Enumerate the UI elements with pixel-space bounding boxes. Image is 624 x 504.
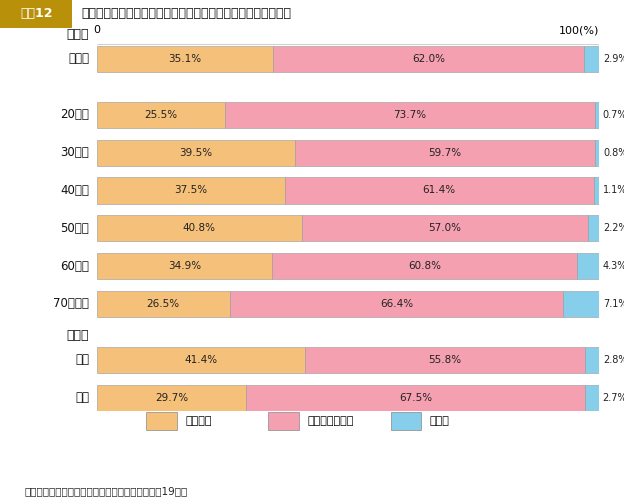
Text: 55.8%: 55.8% <box>428 355 461 365</box>
Bar <box>295 140 595 166</box>
Bar <box>585 347 599 373</box>
Text: 0.8%: 0.8% <box>603 148 624 158</box>
Bar <box>585 385 598 411</box>
Text: 39.5%: 39.5% <box>179 148 213 158</box>
Bar <box>301 215 588 241</box>
Text: 7.1%: 7.1% <box>603 299 624 309</box>
Text: 35.1%: 35.1% <box>168 54 202 64</box>
Bar <box>97 46 273 72</box>
Text: 参加した: 参加した <box>185 416 212 426</box>
Text: 1.1%: 1.1% <box>603 185 624 196</box>
Bar <box>391 412 421 429</box>
Text: 過去１年間における地域・職場での防災活動の参加経験の有無: 過去１年間における地域・職場での防災活動の参加経験の有無 <box>81 8 291 20</box>
Bar <box>0 0 72 28</box>
Bar <box>97 140 295 166</box>
Bar <box>146 412 177 429</box>
Text: 図表12: 図表12 <box>20 8 52 20</box>
Text: 60歳代: 60歳代 <box>61 260 89 273</box>
Bar <box>97 215 301 241</box>
Text: 59.7%: 59.7% <box>429 148 462 158</box>
Text: 0.7%: 0.7% <box>603 110 624 120</box>
Text: 60.8%: 60.8% <box>408 261 441 271</box>
Text: 62.0%: 62.0% <box>412 54 446 64</box>
Bar <box>593 177 599 204</box>
Text: 女性: 女性 <box>75 391 89 404</box>
Bar <box>97 102 225 128</box>
Bar <box>225 102 595 128</box>
Text: 100(%): 100(%) <box>558 25 599 35</box>
Bar <box>273 46 585 72</box>
Text: 25.5%: 25.5% <box>144 110 177 120</box>
Text: 2.8%: 2.8% <box>603 355 624 365</box>
Bar <box>285 177 593 204</box>
Text: 70歳以上: 70歳以上 <box>53 297 89 310</box>
Text: 41.4%: 41.4% <box>184 355 217 365</box>
Text: 20歳代: 20歳代 <box>61 108 89 121</box>
Bar <box>97 291 230 317</box>
Text: 57.0%: 57.0% <box>428 223 461 233</box>
Text: 4.3%: 4.3% <box>603 261 624 271</box>
Bar <box>97 253 272 279</box>
Bar <box>595 140 599 166</box>
Bar <box>97 385 246 411</box>
Text: 29.7%: 29.7% <box>155 393 188 403</box>
Text: 37.5%: 37.5% <box>174 185 207 196</box>
Text: 61.4%: 61.4% <box>422 185 456 196</box>
Bar <box>577 253 599 279</box>
Text: 73.7%: 73.7% <box>393 110 426 120</box>
Text: 0: 0 <box>93 25 100 35</box>
Text: 2.9%: 2.9% <box>603 54 624 64</box>
Text: 年齢別: 年齢別 <box>67 28 89 41</box>
Bar <box>563 291 599 317</box>
Text: 34.9%: 34.9% <box>168 261 201 271</box>
Text: 参加していない: 参加していない <box>308 416 354 426</box>
Text: 50歳代: 50歳代 <box>61 222 89 235</box>
Text: 資料：防災に関する県民意識調査（三重県，平成19年）: 資料：防災に関する県民意識調査（三重県，平成19年） <box>24 486 188 496</box>
Text: 男性: 男性 <box>75 353 89 366</box>
Text: 無回答: 無回答 <box>430 416 450 426</box>
Bar <box>305 347 585 373</box>
Text: 40歳代: 40歳代 <box>61 184 89 197</box>
Text: 40.8%: 40.8% <box>183 223 216 233</box>
Text: 26.5%: 26.5% <box>147 299 180 309</box>
Bar <box>230 291 563 317</box>
Bar <box>588 215 599 241</box>
Text: 男女別: 男女別 <box>67 329 89 342</box>
Text: 2.2%: 2.2% <box>603 223 624 233</box>
Bar <box>246 385 585 411</box>
Text: 66.4%: 66.4% <box>380 299 413 309</box>
Text: 67.5%: 67.5% <box>399 393 432 403</box>
Bar <box>97 177 285 204</box>
Bar <box>595 102 598 128</box>
Text: 30歳代: 30歳代 <box>61 146 89 159</box>
Bar <box>585 46 599 72</box>
Text: 全　体: 全 体 <box>68 52 89 66</box>
Bar <box>272 253 577 279</box>
Bar <box>97 347 305 373</box>
Bar <box>268 412 299 429</box>
Text: 2.7%: 2.7% <box>603 393 624 403</box>
